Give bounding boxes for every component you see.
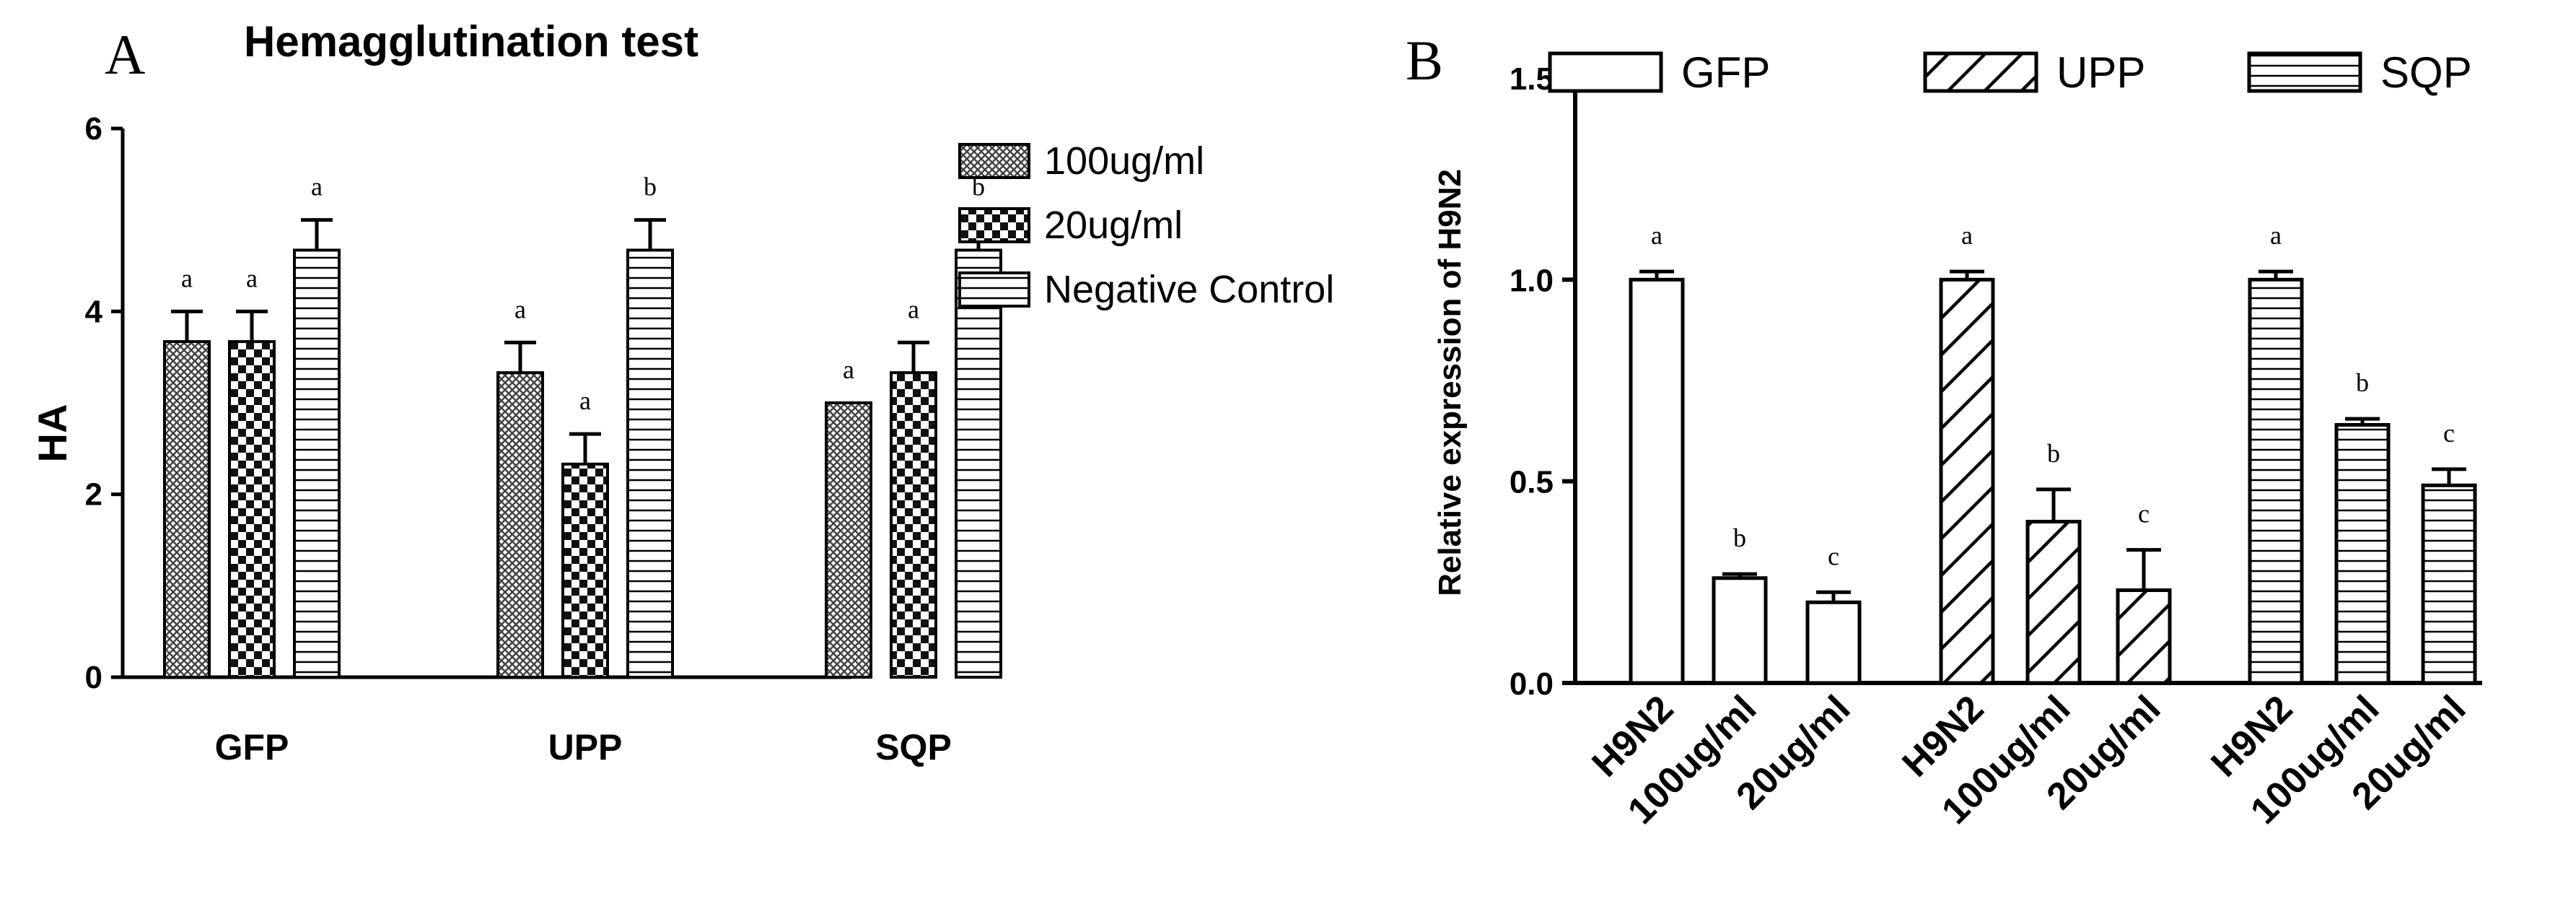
x-category-label: SQP — [875, 727, 952, 767]
significance-label: b — [644, 173, 657, 201]
legend-swatch — [1923, 51, 2038, 93]
y-tick-label: 4 — [85, 294, 103, 329]
bar — [2248, 277, 2304, 685]
legend-label: SQP — [2380, 48, 2472, 97]
bar — [1712, 576, 1768, 685]
legend-label: GFP — [1681, 48, 1770, 97]
significance-label: c — [1828, 541, 1839, 570]
bar — [2421, 483, 2477, 685]
legend-swatch — [958, 271, 1030, 308]
panel-b-y-axis-label: Relative expression of H9N2 — [1432, 169, 1468, 596]
legend-swatch — [958, 207, 1030, 243]
bar — [626, 248, 674, 679]
bar — [890, 371, 937, 679]
panel-a-title: Hemagglutination test — [244, 17, 698, 66]
significance-label: a — [181, 264, 193, 292]
panel-a-plot: 0 2 4 6 a a a GFP a a b UPP a a b SQP 100ug/ml 20ug/ml Neg… — [85, 111, 1335, 767]
significance-label: c — [2138, 500, 2150, 528]
legend-label: UPP — [2056, 48, 2145, 97]
significance-label: a — [1651, 221, 1662, 250]
y-tick-label: 0.0 — [1510, 666, 1554, 702]
significance-label: a — [246, 264, 258, 292]
significance-label: b — [972, 173, 985, 201]
significance-label: a — [1961, 221, 1973, 250]
legend-label: 100ug/ml — [1044, 139, 1204, 183]
bar — [163, 340, 211, 679]
significance-label: a — [311, 173, 323, 201]
significance-label: a — [514, 295, 526, 323]
significance-label: a — [2270, 221, 2282, 250]
legend-swatch — [958, 143, 1030, 179]
y-tick-label: 1.0 — [1510, 263, 1554, 298]
bar — [561, 462, 609, 679]
y-tick-label: 2 — [85, 477, 102, 513]
significance-label: a — [843, 355, 854, 384]
y-tick-label: 1.5 — [1510, 61, 1554, 97]
bar — [228, 340, 276, 679]
bar — [2334, 422, 2391, 685]
significance-label: a — [579, 386, 591, 415]
bar — [2116, 588, 2172, 685]
bar — [825, 401, 872, 679]
significance-label: b — [2047, 439, 2060, 468]
legend-label: Negative Control — [1044, 268, 1334, 311]
legend-swatch — [2247, 51, 2362, 93]
significance-label: c — [2443, 419, 2455, 448]
bar — [2025, 520, 2082, 685]
significance-label: b — [1733, 523, 1746, 552]
significance-label: b — [2356, 368, 2369, 397]
y-tick-label: 0 — [85, 660, 102, 695]
legend-label: 20ug/ml — [1044, 204, 1183, 247]
x-category-label: UPP — [548, 727, 623, 767]
y-tick-label: 6 — [85, 111, 102, 147]
x-category-label: GFP — [215, 727, 289, 767]
panel-b-label: B — [1406, 29, 1443, 92]
panel-a-label: A — [105, 23, 145, 86]
y-tick-label: 0.5 — [1510, 465, 1554, 500]
bar — [1629, 277, 1685, 685]
significance-label: a — [908, 295, 919, 323]
panel-b-plot: 0.00.51.01.5aH9N2b100ug/mlc20ug/mlaH9N2b… — [1510, 48, 2482, 832]
legend-swatch — [1548, 51, 1663, 93]
bar — [496, 371, 544, 679]
bar — [1805, 600, 1862, 685]
bar — [955, 248, 1002, 679]
bar — [1939, 277, 1995, 685]
bar — [293, 248, 341, 679]
panel-a-y-axis-label: HA — [30, 404, 75, 463]
